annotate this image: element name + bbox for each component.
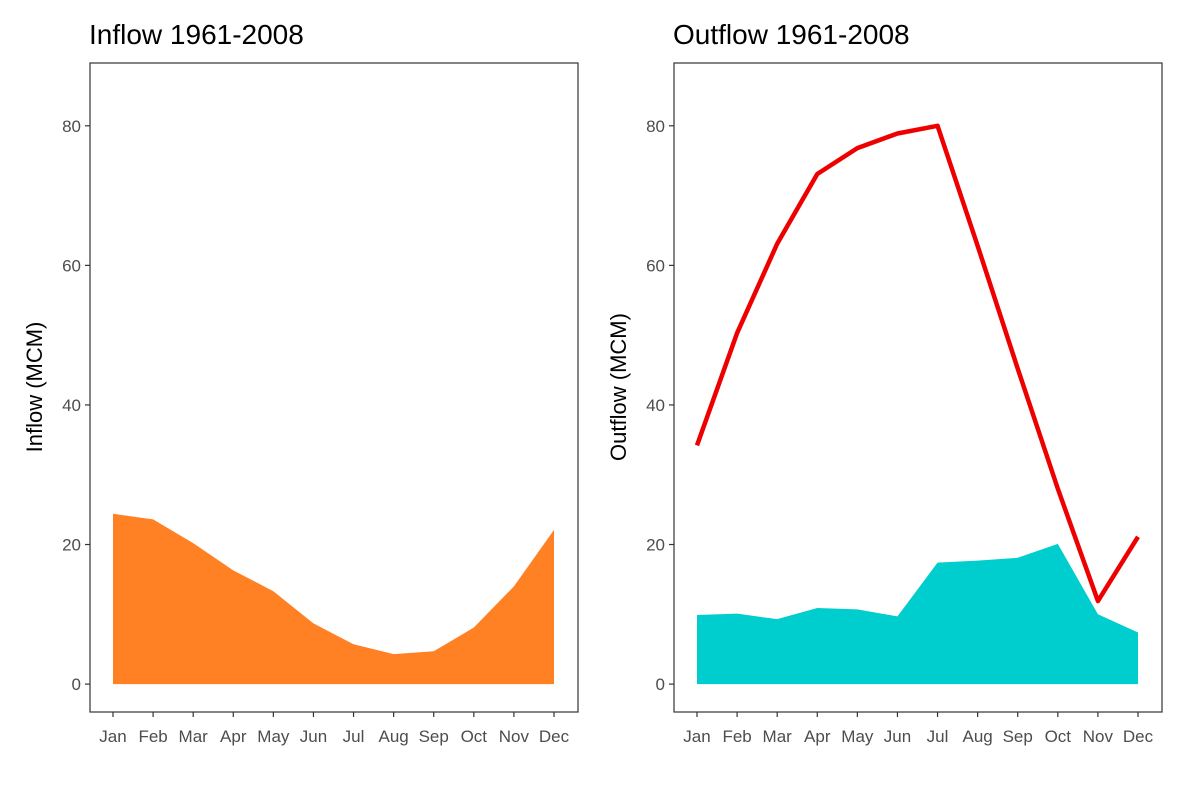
- x-tick-label: Feb: [138, 727, 167, 746]
- y-tick-label: 40: [62, 396, 81, 415]
- demand-line: [694, 123, 1140, 604]
- inflow-area: [113, 513, 554, 685]
- y-tick-label: 0: [72, 675, 81, 694]
- x-tick-label: Oct: [461, 727, 488, 746]
- y-tick-label: 60: [646, 256, 665, 275]
- x-tick-label: Aug: [963, 727, 993, 746]
- y-tick-label: 20: [646, 536, 665, 555]
- x-tick-label: Dec: [1123, 727, 1154, 746]
- x-tick-label: Dec: [539, 727, 570, 746]
- y-tick-label: 80: [62, 117, 81, 136]
- x-tick-label: Apr: [220, 727, 247, 746]
- outflow-panel: Outflow 1961-2008 Outflow (MCM) 0 20 40 60 8…: [606, 19, 1163, 746]
- y-tick-label: 80: [646, 117, 665, 136]
- inflow-title: Inflow 1961-2008: [89, 19, 304, 50]
- x-tick-label: Jun: [300, 727, 327, 746]
- x-tick-label: Jan: [683, 727, 710, 746]
- inflow-panel: Inflow 1961-2008 Inflow (MCM) 020406080 …: [22, 19, 579, 746]
- x-tick-label: Nov: [499, 727, 530, 746]
- x-tick-label: Jul: [343, 727, 365, 746]
- x-tick-label: Mar: [763, 727, 793, 746]
- x-tick-label: Feb: [722, 727, 751, 746]
- outflow-area: [697, 543, 1138, 685]
- x-tick-label: Apr: [804, 727, 831, 746]
- x-tick-label: Sep: [419, 727, 449, 746]
- x-tick-label: Jun: [884, 727, 911, 746]
- y-tick-label: 40: [646, 396, 665, 415]
- outflow-title: Outflow 1961-2008: [673, 19, 910, 50]
- x-tick-label: Aug: [379, 727, 409, 746]
- y-tick-label: 0: [656, 675, 665, 694]
- x-tick-label: Nov: [1083, 727, 1114, 746]
- x-tick-label: May: [257, 727, 290, 746]
- x-tick-label: Oct: [1045, 727, 1072, 746]
- x-tick-label: Mar: [179, 727, 209, 746]
- y-tick-label: 20: [62, 536, 81, 555]
- y-tick-label: 60: [62, 256, 81, 275]
- x-tick-label: Sep: [1003, 727, 1033, 746]
- outflow-y-axis-label: Outflow (MCM): [606, 313, 631, 461]
- x-tick-label: Jul: [927, 727, 949, 746]
- x-tick-label: May: [841, 727, 874, 746]
- inflow-y-axis-label: Inflow (MCM): [22, 322, 47, 453]
- x-tick-label: Jan: [99, 727, 126, 746]
